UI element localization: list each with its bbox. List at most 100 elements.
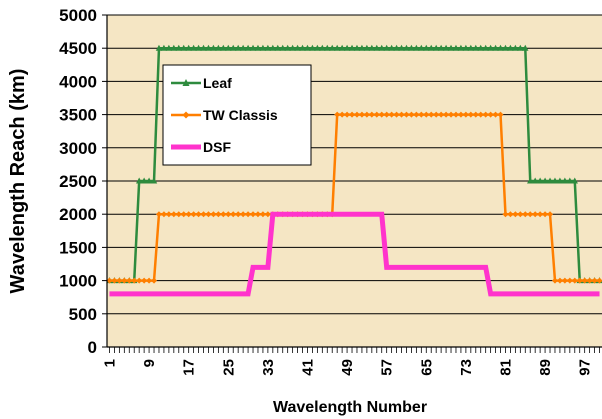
data-point — [269, 44, 277, 51]
data-point — [541, 177, 549, 184]
data-point — [190, 44, 197, 51]
data-point — [234, 44, 242, 51]
data-point — [319, 44, 326, 51]
y-tick-label: 5000 — [59, 6, 97, 25]
data-point — [591, 277, 598, 284]
data-point — [586, 277, 593, 284]
data-point — [472, 44, 479, 51]
data-point — [571, 177, 578, 184]
data-point — [215, 44, 222, 51]
legend-marker — [182, 111, 190, 119]
data-point — [398, 44, 405, 51]
data-point — [388, 111, 395, 118]
data-point — [339, 111, 346, 118]
series-line — [109, 211, 600, 297]
x-tick-label: 25 — [220, 359, 237, 376]
data-point — [165, 44, 173, 51]
data-point — [140, 177, 148, 184]
data-point — [264, 211, 271, 218]
data-point — [423, 111, 430, 118]
y-tick-label: 500 — [69, 305, 97, 324]
y-tick-label: 2500 — [59, 172, 97, 191]
data-point — [239, 44, 247, 51]
y-tick-label: 0 — [88, 338, 97, 357]
data-point — [289, 44, 296, 51]
data-point — [358, 111, 365, 118]
data-point — [373, 111, 380, 118]
legend-marker — [182, 79, 190, 86]
data-point — [363, 44, 371, 51]
data-point — [432, 44, 440, 51]
data-point — [329, 44, 336, 51]
data-point — [527, 211, 534, 218]
data-point — [457, 111, 464, 118]
data-point — [225, 44, 232, 51]
data-point — [443, 111, 450, 118]
data-point — [264, 44, 272, 51]
data-point — [141, 277, 148, 284]
data-point — [378, 44, 385, 51]
data-point — [383, 111, 390, 118]
x-tick-label: 17 — [181, 359, 198, 376]
x-tick-label: 65 — [418, 359, 435, 376]
data-point — [304, 44, 311, 51]
data-point — [512, 44, 519, 51]
data-point — [433, 111, 440, 118]
x-tick-label: 9 — [141, 359, 158, 367]
data-point — [428, 111, 435, 118]
data-point — [155, 44, 163, 51]
data-point — [532, 211, 539, 218]
legend-label: TW Classis — [203, 107, 278, 123]
data-point — [537, 211, 544, 218]
data-point — [512, 211, 519, 218]
data-point — [334, 111, 341, 118]
data-point — [121, 277, 128, 284]
legend-item: TW Classis — [171, 107, 278, 123]
data-point — [294, 44, 301, 51]
data-point — [551, 177, 559, 184]
data-point — [343, 44, 351, 51]
x-tick-label: 73 — [458, 359, 475, 376]
data-point — [230, 211, 237, 218]
data-point — [502, 44, 509, 51]
data-point — [170, 211, 177, 218]
data-point — [373, 44, 380, 51]
data-point — [338, 44, 346, 51]
y-tick-label: 4500 — [59, 39, 97, 58]
data-point — [368, 44, 376, 51]
data-point — [225, 211, 232, 218]
legend-item: DSF — [171, 139, 231, 155]
legend-label: DSF — [203, 139, 231, 155]
data-point — [254, 211, 261, 218]
data-point — [235, 211, 242, 218]
y-tick-label: 2000 — [59, 205, 97, 224]
data-point — [160, 211, 167, 218]
data-point — [517, 44, 524, 51]
data-point — [333, 44, 341, 51]
data-point — [507, 44, 514, 51]
data-point — [492, 44, 499, 51]
x-tick-label: 97 — [577, 359, 594, 376]
y-axis-ticks: 0 500 1000 1500 2000 2500 3000 3500 4000 4500 5000 — [59, 6, 107, 357]
data-point — [566, 177, 574, 184]
data-point — [160, 44, 168, 51]
x-tick-label: 81 — [497, 359, 514, 376]
data-point — [146, 277, 153, 284]
data-point — [497, 111, 504, 118]
data-point — [556, 177, 564, 184]
data-point — [220, 211, 227, 218]
data-point — [418, 111, 425, 118]
data-point — [284, 44, 291, 51]
data-point — [482, 111, 489, 118]
data-point — [358, 44, 366, 51]
data-point — [522, 44, 529, 51]
x-tick-label: 57 — [379, 359, 396, 376]
data-point — [151, 277, 158, 284]
data-point — [502, 211, 509, 218]
data-point — [472, 111, 479, 118]
data-point — [111, 277, 118, 284]
data-point — [244, 44, 252, 51]
data-point — [388, 44, 395, 51]
legend-item: Leaf — [171, 75, 232, 91]
